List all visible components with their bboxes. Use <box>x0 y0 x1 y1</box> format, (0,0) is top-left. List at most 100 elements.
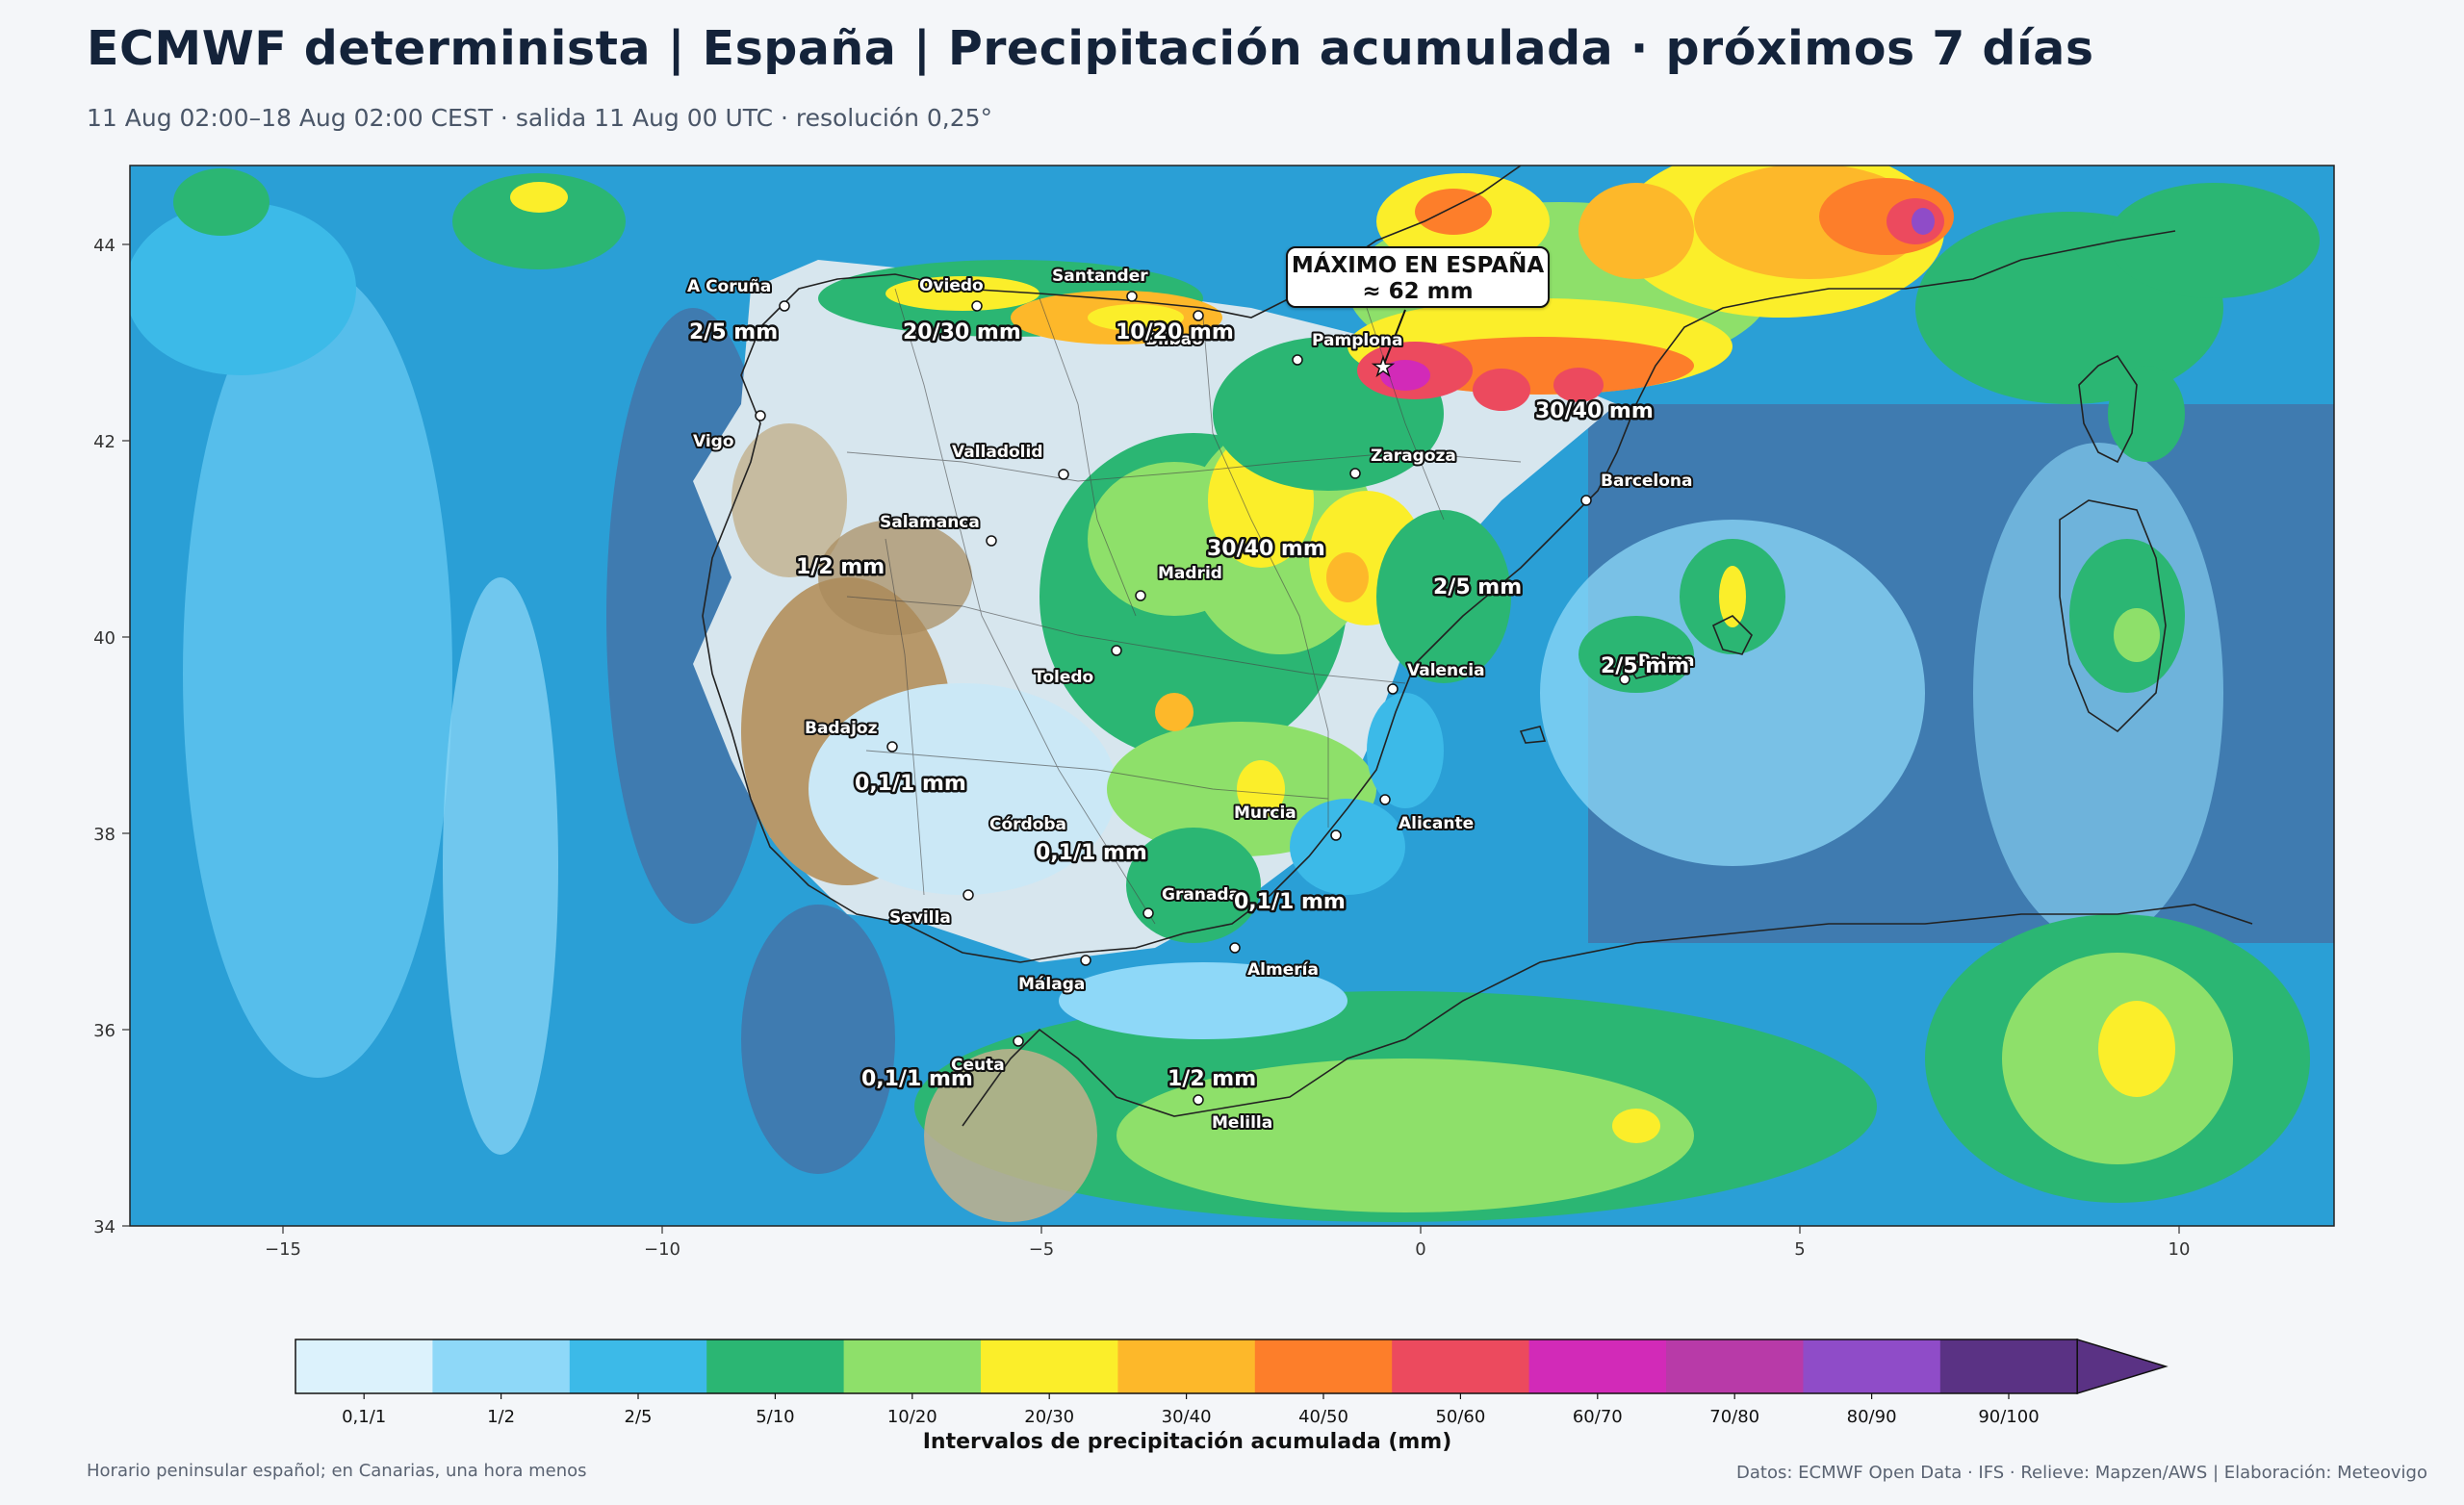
city-dot <box>1580 495 1592 506</box>
city-dot <box>1193 310 1204 321</box>
colorbar-swatch <box>1117 1339 1256 1393</box>
amount-label: 30/40 mm <box>1207 537 1325 561</box>
city-dot <box>1142 907 1154 919</box>
city-label: Badajoz <box>805 719 878 738</box>
city-dot <box>1229 942 1241 954</box>
city-dot <box>1387 683 1399 695</box>
colorbar-tick-label: 40/50 <box>1298 1407 1348 1427</box>
city-dot <box>1135 590 1146 601</box>
city-dot <box>1080 955 1091 966</box>
amount-label: 2/5 mm <box>1601 654 1689 678</box>
city-label: Córdoba <box>989 815 1066 834</box>
city-label: Vigo <box>693 432 734 451</box>
city-label: Valladolid <box>952 443 1043 462</box>
city-dot <box>779 300 790 312</box>
colorbar-tick-label: 50/60 <box>1435 1407 1485 1427</box>
city-dot <box>1619 674 1630 685</box>
lat-tick-label: 34 <box>93 1217 116 1237</box>
amount-label: 20/30 mm <box>903 320 1021 344</box>
colorbar-swatch <box>569 1339 707 1393</box>
colorbar: 0,1/1 1/2 2/5 5/10 10/20 20/30 30/40 40/50 50/60… <box>295 1338 2169 1427</box>
amount-label: 2/5 mm <box>689 320 778 344</box>
colorbar-swatch <box>1803 1339 1941 1393</box>
lon-tick-label: −5 <box>1029 1239 1055 1260</box>
colorbar-swatch <box>981 1339 1118 1393</box>
city-label: Ceuta <box>951 1056 1005 1075</box>
lon-tick-label: 5 <box>1794 1239 1805 1260</box>
city-label: Barcelona <box>1601 472 1693 491</box>
lat-tick-label: 38 <box>93 825 116 845</box>
lon-tick-label: 0 <box>1415 1239 1425 1260</box>
precipitation-field <box>130 166 2334 1226</box>
city-label: Toledo <box>1034 668 1093 687</box>
city-label: Zaragoza <box>1371 446 1456 466</box>
city-label: Granada <box>1162 885 1240 905</box>
max-annotation-value: ≈ 62 mm <box>1362 279 1474 304</box>
max-pointer-line <box>1382 309 1406 368</box>
max-annotation-box: MÁXIMO EN ESPAÑA ≈ 62 mm <box>1286 246 1550 308</box>
city-dot <box>1193 1094 1204 1106</box>
lon-tick-labels: −15 −10 −5 0 5 10 <box>265 1239 2190 1260</box>
axis-ticks <box>122 243 2180 1234</box>
amount-label: 1/2 mm <box>796 555 885 579</box>
amount-label: 0,1/1 mm <box>855 772 966 796</box>
city-label: Bilbao <box>1145 330 1203 349</box>
colorbar-frame <box>295 1339 2078 1394</box>
lat-tick-labels: 44 42 40 38 36 34 <box>93 236 116 1237</box>
colorbar-tick-label: 1/2 <box>487 1407 515 1427</box>
region-boundaries <box>846 288 1522 925</box>
city-labels: A Coruña Oviedo Santander Bilbao Pamplon… <box>685 265 1697 1135</box>
colorbar-tick-label: 2/5 <box>625 1407 653 1427</box>
amount-label: 0,1/1 mm <box>1036 841 1147 865</box>
city-dot <box>886 741 898 752</box>
colorbar-swatch <box>706 1339 845 1393</box>
footer-credits: Datos: ECMWF Open Data · IFS · Relieve: … <box>1736 1463 2427 1483</box>
colorbar-tick-label: 80/90 <box>1847 1407 1897 1427</box>
city-dot <box>1379 794 1391 805</box>
colorbar-swatch <box>432 1339 571 1393</box>
colorbar-tick-label: 20/30 <box>1024 1407 1074 1427</box>
colorbar-swatch <box>1528 1339 1667 1393</box>
city-dot <box>755 410 766 421</box>
page-title: ECMWF determinista | España | Precipitac… <box>87 21 2094 76</box>
amount-label: 1/2 mm <box>1168 1067 1256 1091</box>
colorbar-tick-label: 10/20 <box>887 1407 937 1427</box>
lon-tick-label: 10 <box>2169 1239 2191 1260</box>
amount-label: 30/40 mm <box>1535 399 1654 423</box>
colorbar-tick-label: 5/10 <box>756 1407 794 1427</box>
lat-tick-label: 44 <box>93 236 116 256</box>
coastlines <box>702 166 2253 1127</box>
lat-tick-label: 36 <box>93 1021 116 1041</box>
city-dot <box>1013 1035 1024 1047</box>
city-dot <box>962 889 974 901</box>
city-markers <box>755 291 1630 1106</box>
city-dot <box>1292 354 1303 366</box>
amount-label: 10/20 mm <box>1116 320 1234 344</box>
footer-note: Horario peninsular español; en Canarias,… <box>87 1461 587 1481</box>
city-label: Santander <box>1052 267 1148 286</box>
city-dot <box>1349 468 1361 479</box>
lat-tick-label: 40 <box>93 628 116 649</box>
lat-tick-label: 42 <box>93 432 116 452</box>
colorbar-extend-arrow <box>2076 1338 2169 1395</box>
colorbar-swatch <box>295 1339 433 1393</box>
colorbar-swatch <box>1939 1339 2078 1393</box>
city-dot <box>1126 291 1138 302</box>
colorbar-tick-label: 0,1/1 <box>342 1407 386 1427</box>
colorbar-title: Intervalos de precipitación acumulada (m… <box>922 1430 1452 1454</box>
city-label: Salamanca <box>880 513 980 532</box>
lon-tick-label: −15 <box>265 1239 301 1260</box>
amount-label: 0,1/1 mm <box>1234 890 1346 914</box>
max-star-icon: ★ <box>1372 353 1394 382</box>
lon-tick-label: −10 <box>644 1239 680 1260</box>
city-label: A Coruña <box>687 277 771 296</box>
city-label: Madrid <box>1158 564 1222 583</box>
city-dot <box>971 300 983 312</box>
city-dot <box>1330 829 1342 841</box>
city-label: Palma <box>1638 651 1695 671</box>
colorbar-tick-label: 30/40 <box>1162 1407 1212 1427</box>
amount-label: 0,1/1 mm <box>861 1067 973 1091</box>
colorbar-tick-label: 90/100 <box>1978 1407 2039 1427</box>
map-frame <box>129 165 2335 1227</box>
